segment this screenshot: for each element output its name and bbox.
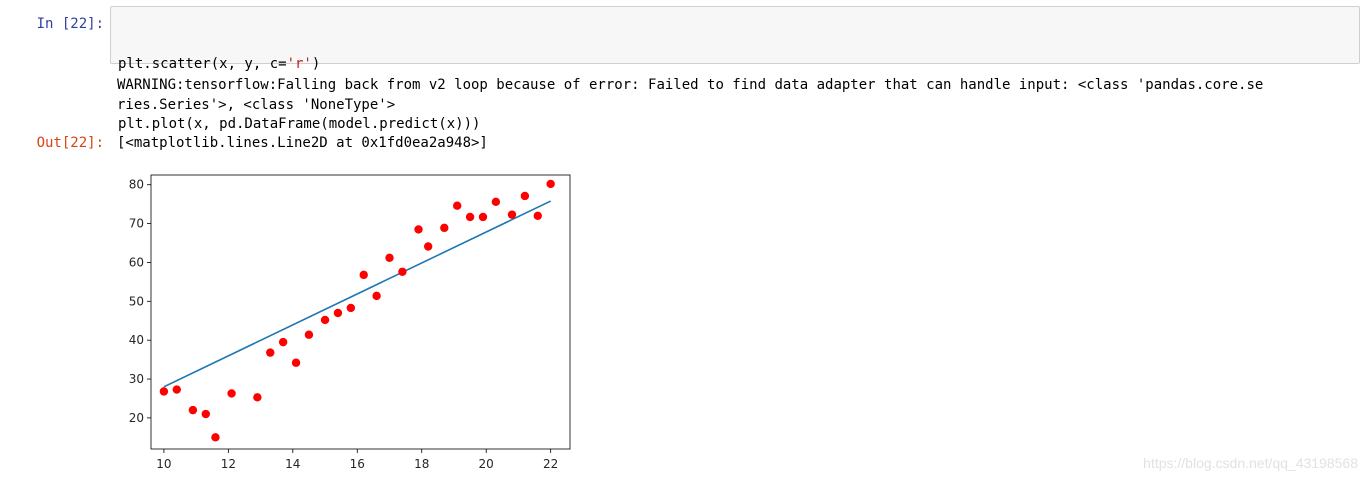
scatter-point (320, 315, 330, 325)
scatter-point (491, 197, 501, 207)
stderr-line-2: ries.Series'>, <class 'NoneType'> (117, 97, 396, 113)
scatter-point (385, 253, 394, 262)
x-tick-label: 10 (156, 457, 171, 471)
x-tick-label: 14 (285, 457, 300, 471)
y-tick-label: 40 (129, 333, 144, 347)
x-tick-label: 12 (221, 457, 236, 471)
scatter-point (398, 267, 407, 276)
stderr-line-1: WARNING:tensorflow:Falling back from v2 … (117, 77, 1264, 93)
scatter-point (452, 201, 462, 210)
scatter-point (533, 211, 542, 221)
regression-line (163, 200, 552, 388)
stderr-output: WARNING:tensorflow:Falling back from v2 … (117, 75, 1347, 115)
scatter-point (201, 409, 210, 419)
x-tick-label: 20 (479, 457, 494, 471)
y-tick-label: 30 (129, 372, 144, 386)
ticks: 10 12 14 16 18 20 22 20 30 40 50 60 70 80 (129, 178, 559, 471)
y-tick-label: 80 (129, 178, 144, 192)
scatter-point (253, 393, 262, 402)
scatter-point (227, 389, 236, 398)
input-prompt: In [22]: (36, 16, 104, 32)
scatter-point (465, 212, 475, 222)
scatter-point (478, 212, 488, 222)
code-line-1-part-a: plt.scatter(x, y, c= (118, 56, 287, 72)
code-line-2: plt.plot(x, pd.DataFrame(model.predict(x… (118, 116, 481, 132)
code-line-1-part-b: ) (311, 56, 321, 72)
y-tick-label: 20 (129, 411, 144, 425)
scatter-point (346, 303, 356, 313)
output-prompt: Out[22]: (36, 135, 104, 151)
output-text: [<matplotlib.lines.Line2D at 0x1fd0ea2a9… (117, 135, 488, 151)
scatter-point (278, 337, 288, 347)
scatter-point (211, 433, 220, 442)
x-tick-label: 22 (543, 457, 558, 471)
scatter-point (414, 225, 423, 234)
scatter-series (159, 179, 555, 442)
code-string-literal: 'r' (286, 56, 312, 72)
scatter-point (291, 358, 301, 367)
scatter-point (304, 330, 314, 339)
scatter-point (440, 223, 449, 233)
x-tick-label: 18 (414, 457, 429, 471)
axes-border (150, 174, 571, 450)
scatter-point (172, 385, 181, 394)
code-line-1: plt.scatter(x, y, c='r') (118, 54, 1359, 74)
scatter-point (188, 405, 198, 415)
scatter-plot: 10 12 14 16 18 20 22 20 30 40 50 60 70 80 (129, 174, 571, 471)
y-tick-label: 50 (129, 294, 144, 308)
scatter-point (266, 348, 275, 357)
y-tick-label: 70 (129, 217, 144, 231)
scatter-point (520, 191, 530, 201)
scatter-point (507, 210, 517, 219)
regression-line-series (163, 200, 552, 388)
scatter-point (359, 270, 368, 280)
scatter-point (159, 387, 169, 396)
scatter-point (333, 308, 343, 318)
code-cell-editor[interactable]: plt.scatter(x, y, c='r') plt.plot(x, pd.… (110, 6, 1360, 132)
x-tick-label: 16 (350, 457, 365, 471)
axes-frame (150, 174, 571, 450)
scatter-point (423, 242, 433, 251)
scatter-point (372, 291, 381, 301)
y-tick-label: 60 (129, 255, 144, 269)
watermark: https://blog.csdn.net/qq_43198568 (1143, 455, 1358, 471)
scatter-point (546, 179, 555, 189)
